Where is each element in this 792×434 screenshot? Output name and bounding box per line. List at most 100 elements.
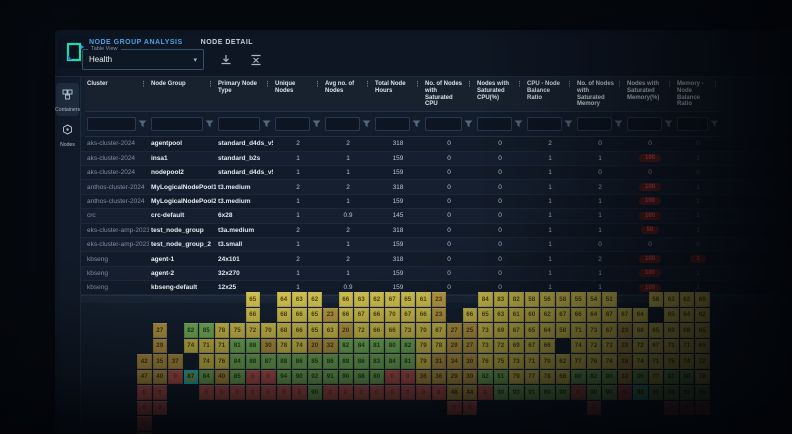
column-header-memory-node-balance-ratio[interactable]: Memory - Node Balance Ratio ⋮ [675,77,721,113]
heatmap-cell[interactable]: 67 [602,307,617,322]
heatmap-cell[interactable]: 64 [540,323,555,338]
heatmap-cell[interactable]: 90 [648,385,663,400]
heatmap-cell[interactable]: 72 [245,323,260,338]
heatmap-cell[interactable]: 88 [245,354,260,369]
filter-funnel-icon[interactable] [564,115,573,133]
heatmap-cell[interactable]: 65 [245,292,260,307]
heatmap-cell[interactable]: 62 [695,307,710,322]
heatmap-cell[interactable]: 58 [648,292,663,307]
heatmap-cell[interactable]: 65 [664,307,679,322]
column-header-unique-nodes[interactable]: Unique Nodes ⋮ [273,77,323,113]
heatmap-cell[interactable]: 74 [292,338,307,353]
heatmap-cell[interactable]: 90 [555,385,570,400]
heatmap-cell[interactable]: 73 [478,338,493,353]
heatmap-cell[interactable]: 63 [493,307,508,322]
fit-view-button[interactable] [248,52,264,68]
heatmap-cell[interactable]: 62 [555,354,570,369]
heatmap-cell[interactable]: 66 [292,323,307,338]
heatmap-cell[interactable]: 84 [478,292,493,307]
heatmap-cell[interactable]: 55 [571,292,586,307]
heatmap-cell[interactable]: 64 [679,307,694,322]
heatmap-cell[interactable]: 69 [509,338,524,353]
heatmap-cell[interactable]: 27 [447,323,462,338]
download-button[interactable] [218,52,234,68]
heatmap-cell[interactable]: 68 [276,307,291,322]
heatmap-cell[interactable]: 70 [385,307,400,322]
heatmap-cell[interactable]: 27 [462,338,477,353]
column-menu-icon[interactable]: ⋮ [414,81,421,88]
heatmap-cell[interactable]: 77 [571,354,586,369]
heatmap-cell[interactable]: 62 [540,307,555,322]
heatmap-cell[interactable]: 0 [462,400,477,415]
heatmap-cell[interactable]: 77 [648,369,663,384]
heatmap-cell[interactable]: 84 [199,369,214,384]
column-menu-icon[interactable]: ⋮ [566,81,573,88]
column-menu-icon[interactable]: ⋮ [140,81,147,88]
filter-funnel-icon[interactable] [412,115,421,133]
table-row[interactable]: anthos-cluster-2024 MyLogicalNodePool1 t3.… [81,180,792,195]
column-header-no-of-nodes-with-saturated-cpu[interactable]: No. of Nodes with Saturated CPU ⋮ [423,77,475,113]
heatmap-cell[interactable]: 78 [540,369,555,384]
column-header-avg-no-of-nodes[interactable]: Avg no. of Nodes ⋮ [323,77,373,113]
filter-funnel-icon[interactable] [205,115,214,133]
heatmap-cell[interactable]: 62 [307,292,322,307]
heatmap-cell[interactable]: 86 [354,354,369,369]
filter-input-unique-nodes[interactable] [275,117,310,132]
heatmap-cell[interactable]: 31 [431,354,446,369]
column-header-node-group[interactable]: Node Group ⋮ [149,77,216,113]
column-header-cluster[interactable]: Cluster ⋮ [85,77,149,113]
heatmap-cell[interactable]: 35 [152,354,167,369]
heatmap-cell[interactable]: 81 [369,338,384,353]
heatmap-cell[interactable]: 30 [462,354,477,369]
table-row[interactable]: crc crc-default 6x28 1 0.9 145 0 0 1 1 100 1 [81,209,792,224]
heatmap-cell[interactable]: 90 [602,385,617,400]
heatmap-cell[interactable]: 29 [152,338,167,353]
heatmap-cell[interactable]: 66 [338,307,353,322]
heatmap-cell[interactable]: 67 [617,307,632,322]
heatmap-cell[interactable]: 81 [664,369,679,384]
filter-funnel-icon[interactable] [464,115,473,133]
heatmap-cell[interactable]: 90 [493,385,508,400]
column-header-cpu-node-balance-ratio[interactable]: CPU - Node Balance Ratio ⋮ [525,77,575,113]
heatmap-cell[interactable]: 0 [385,369,400,384]
heatmap-cell[interactable]: 0 [571,385,586,400]
filter-funnel-icon[interactable] [664,115,673,133]
heatmap-cell[interactable]: 78 [431,338,446,353]
heatmap-cell[interactable]: 92 [307,369,322,384]
filter-input-no-of-nodes-with-saturated-cpu[interactable] [425,117,462,132]
heatmap-cell[interactable]: 40 [152,369,167,384]
heatmap-cell[interactable]: 87 [261,354,276,369]
heatmap-cell[interactable]: 73 [586,323,601,338]
heatmap-cell[interactable]: 60 [524,307,539,322]
heatmap-cell[interactable]: 73 [478,323,493,338]
column-header-nodes-with-saturated-cpu[interactable]: Nodes with Saturated CPU(%) ⋮ [475,77,525,113]
heatmap-cell[interactable]: 23 [323,307,338,322]
heatmap-cell[interactable]: 73 [602,338,617,353]
heatmap-cell[interactable]: 66 [416,307,431,322]
heatmap-cell[interactable]: 75 [664,354,679,369]
heatmap-cell[interactable]: 80 [385,338,400,353]
heatmap-cell[interactable]: 66 [292,307,307,322]
heatmap-cell[interactable]: 71 [199,338,214,353]
heatmap-cell[interactable]: 63 [292,292,307,307]
heatmap-cell[interactable]: 88 [338,354,353,369]
heatmap-cell[interactable]: 0 [261,385,276,400]
heatmap-cell[interactable]: 74 [679,354,694,369]
heatmap-cell[interactable]: 65 [524,323,539,338]
heatmap-cell[interactable]: 96 [695,385,710,400]
heatmap-cell[interactable]: 33 [617,369,632,384]
heatmap-cell[interactable]: 66 [245,307,260,322]
heatmap-cell[interactable]: 64 [276,292,291,307]
heatmap-cell[interactable]: 67 [648,338,663,353]
heatmap-cell[interactable]: 23 [431,307,446,322]
heatmap-cell[interactable]: 77 [524,369,539,384]
heatmap-cell[interactable]: 67 [524,338,539,353]
heatmap-cell[interactable]: 67 [400,307,415,322]
filter-input-node-group[interactable] [151,117,203,132]
heatmap-cell[interactable]: 0 [354,385,369,400]
filter-input-memory-node-balance-ratio[interactable] [677,117,708,132]
heatmap-cell[interactable]: 90 [338,369,353,384]
heatmap-cell[interactable]: 20 [307,338,322,353]
heatmap-cell[interactable]: 88 [354,369,369,384]
filter-input-cluster[interactable] [87,117,136,132]
